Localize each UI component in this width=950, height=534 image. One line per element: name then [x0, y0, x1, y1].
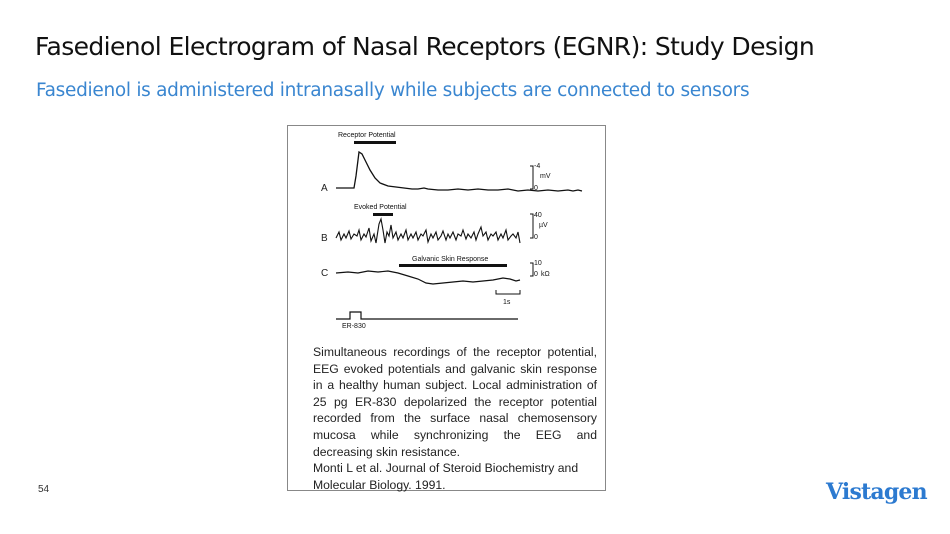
vistagen-logo: Vistagen — [826, 479, 928, 505]
slide-subtitle: Fasedienol is administered intranasally … — [36, 80, 750, 101]
trace-c-scale-bottom: 0 — [534, 271, 538, 278]
trace-b-label: B — [321, 233, 328, 244]
trace-c-scale-unit: kΩ — [541, 271, 550, 278]
receptor-potential-label: Receptor Potential — [338, 132, 396, 139]
trace-c-label: C — [321, 268, 328, 279]
egnr-figure: Receptor Potential A -4 mV 0 Evoked Pote… — [287, 125, 606, 493]
trace-a-scale-top: -4 — [534, 163, 540, 170]
page-number: 54 — [38, 484, 50, 495]
figure-caption: Simultaneous recordings of the receptor … — [313, 344, 597, 493]
evoked-potential-label: Evoked Potential — [354, 204, 407, 211]
evoked-potential-bar — [373, 213, 393, 216]
citation: Monti L et al. Journal of Steroid Bioche… — [313, 461, 579, 492]
egnr-recordings-diagram: Receptor Potential A -4 mV 0 Evoked Pote… — [321, 132, 583, 330]
trace-a-scale-unit: mV — [540, 173, 551, 180]
trace-c-scale-top: 10 — [534, 260, 542, 267]
trace-b-scale-bottom: 0 — [534, 234, 538, 241]
receptor-potential-bar — [354, 141, 396, 144]
slide-title: Fasedienol Electrogram of Nasal Receptor… — [35, 32, 815, 61]
caption-text: Simultaneous recordings of the receptor … — [313, 345, 597, 459]
trace-b-scale-top: 40 — [534, 212, 542, 219]
trace-b-scale-unit: µV — [539, 222, 548, 229]
time-scale-label: 1s — [503, 299, 511, 306]
stimulus-trace — [336, 311, 518, 320]
galvanic-skin-response-label: Galvanic Skin Response — [412, 256, 488, 263]
stimulus-label: ER-830 — [342, 323, 366, 330]
galvanic-skin-response-bar — [399, 264, 507, 267]
time-scale-bar — [495, 290, 521, 295]
trace-a-scale-bottom: 0 — [534, 185, 538, 192]
trace-a-label: A — [321, 183, 328, 194]
